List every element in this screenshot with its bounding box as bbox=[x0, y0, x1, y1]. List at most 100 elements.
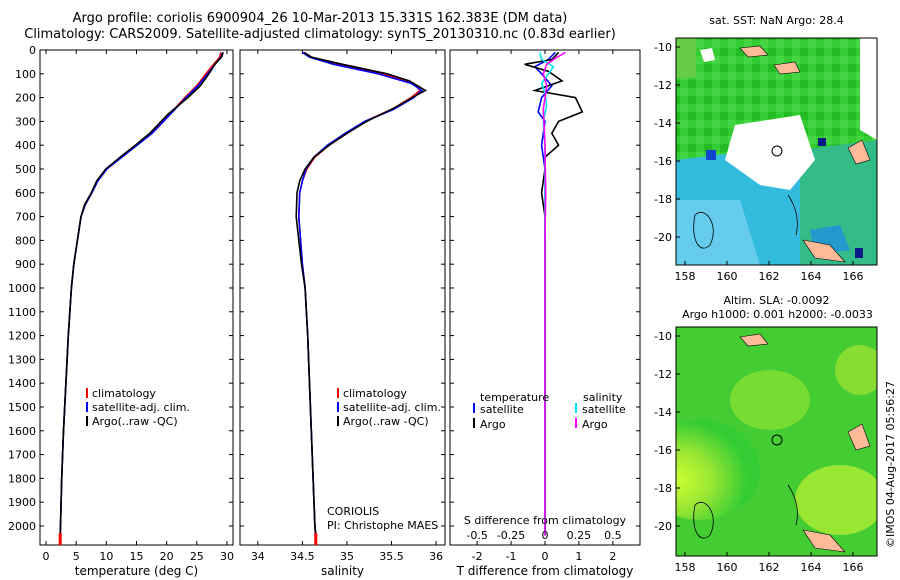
depth-tick-label: 300 bbox=[15, 115, 36, 128]
diff-s-tick-label: 0 bbox=[542, 529, 549, 542]
salinity-legend-label: satellite-adj. clim. bbox=[343, 401, 441, 414]
depth-tick-label: 1100 bbox=[8, 306, 36, 319]
diff-legend-label: Argo bbox=[582, 418, 608, 431]
depth-tick-label: 500 bbox=[15, 163, 36, 176]
salinity-frame bbox=[239, 49, 446, 546]
temperature-legend-label: satellite-adj. clim. bbox=[92, 401, 190, 414]
difference-xtick-label: 1 bbox=[575, 550, 582, 563]
title-line-1: Argo profile: coriolis 6900904_26 10-Mar… bbox=[72, 11, 568, 26]
depth-tick-label: 400 bbox=[15, 139, 36, 152]
depth-tick-label: 1500 bbox=[8, 401, 36, 414]
salinity-xtick-label: 34.5 bbox=[290, 550, 315, 563]
salinity-xtick-label: 36 bbox=[429, 550, 443, 563]
depth-tick-label: 900 bbox=[15, 258, 36, 271]
depth-tick-label: 1700 bbox=[8, 449, 36, 462]
salinity-xtick-label: 34 bbox=[251, 550, 265, 563]
sla-map-xtick-label: 166 bbox=[843, 561, 864, 574]
difference-series-salinity-argo bbox=[542, 51, 566, 536]
diff-legend-title-temp: temperature bbox=[480, 391, 549, 404]
temperature-legend-label: Argo(..raw -QC) bbox=[92, 415, 178, 428]
diff-legend-label: Argo bbox=[480, 418, 506, 431]
temperature-xtick-label: 20 bbox=[160, 550, 174, 563]
temperature-xtick-label: 30 bbox=[220, 550, 234, 563]
depth-tick-label: 100 bbox=[15, 68, 36, 81]
sst-map-xtick-label: 158 bbox=[675, 270, 696, 283]
salinity-series-argo-raw-qc- bbox=[295, 51, 428, 536]
temperature-frame bbox=[39, 49, 234, 546]
title-line-2: Climatology: CARS2009. Satellite-adjuste… bbox=[24, 27, 616, 42]
diff-legend-label: satellite bbox=[582, 403, 626, 416]
depth-tick-label: 700 bbox=[15, 211, 36, 224]
sla-map-xtick-label: 158 bbox=[675, 561, 696, 574]
temperature-xtick-label: 5 bbox=[73, 550, 80, 563]
diff-s-tick-label: 0.5 bbox=[604, 529, 622, 542]
diff-s-axis-label: S difference from climatology bbox=[464, 514, 627, 527]
sla-map-ytick-label: -16 bbox=[654, 444, 672, 457]
sst-map-xtick-label: 164 bbox=[801, 270, 822, 283]
sla-map-ytick-label: -10 bbox=[654, 330, 672, 343]
depth-tick-label: 1600 bbox=[8, 425, 36, 438]
sla-map-xtick-label: 162 bbox=[759, 561, 780, 574]
sst-map-ytick-label: -18 bbox=[654, 193, 672, 206]
salinity-plot bbox=[239, 49, 446, 546]
difference-xtick-label: 2 bbox=[609, 550, 616, 563]
temperature-xtick-label: 15 bbox=[130, 550, 144, 563]
diff-s-tick-label: -0.25 bbox=[497, 529, 525, 542]
difference-plot bbox=[449, 49, 641, 546]
temperature-xlabel: temperature (deg C) bbox=[75, 564, 198, 578]
salinity-xtick-label: 35.5 bbox=[379, 550, 404, 563]
difference-series-salinity-satellite bbox=[539, 52, 555, 536]
sst-map-ytick-label: -10 bbox=[654, 41, 672, 54]
temperature-series-satellite-adj-clim- bbox=[59, 52, 224, 536]
difference-xlabel: T difference from climatology bbox=[456, 564, 634, 578]
sst-map-ytick-label: -12 bbox=[654, 79, 672, 92]
depth-tick-label: 0 bbox=[29, 44, 36, 57]
depth-tick-label: 2000 bbox=[8, 520, 36, 533]
depth-tick-label: 1300 bbox=[8, 353, 36, 366]
temperature-xtick-label: 0 bbox=[43, 550, 50, 563]
temperature-legend-label: climatology bbox=[92, 387, 156, 400]
salinity-legend-label: Argo(..raw -QC) bbox=[343, 415, 429, 428]
depth-tick-label: 800 bbox=[15, 234, 36, 247]
difference-series-temperature-argo bbox=[524, 51, 584, 536]
sst-map-xtick-label: 166 bbox=[843, 270, 864, 283]
sst-map bbox=[676, 38, 877, 265]
diff-legend-label: satellite bbox=[480, 403, 524, 416]
sla-map-ytick-label: -12 bbox=[654, 368, 672, 381]
temperature-xtick-label: 25 bbox=[190, 550, 204, 563]
sst-map-title: sat. SST: NaN Argo: 28.4 bbox=[709, 14, 844, 27]
depth-tick-label: 1000 bbox=[8, 282, 36, 295]
salinity-legend-label: climatology bbox=[343, 387, 407, 400]
sla-map-title-2: Argo h1000: 0.001 h2000: -0.0033 bbox=[682, 308, 873, 321]
difference-xtick-label: 0 bbox=[542, 550, 549, 563]
imos-credit: ©IMOS 04-Aug-2017 05:56:27 bbox=[884, 381, 897, 548]
sla-map-ytick-label: -14 bbox=[654, 406, 672, 419]
depth-tick-label: 200 bbox=[15, 92, 36, 105]
sla-map bbox=[676, 327, 877, 556]
sst-map-xtick-label: 160 bbox=[717, 270, 738, 283]
temperature-plot bbox=[39, 49, 234, 546]
sla-map-xtick-label: 160 bbox=[717, 561, 738, 574]
sla-map-xtick-label: 164 bbox=[801, 561, 822, 574]
difference-xtick-label: -2 bbox=[472, 550, 483, 563]
sst-map-ytick-label: -16 bbox=[654, 155, 672, 168]
depth-tick-label: 1900 bbox=[8, 496, 36, 509]
temperature-series-climatology bbox=[59, 52, 222, 541]
diff-legend-title-sal: salinity bbox=[583, 391, 623, 404]
salinity-xtick-label: 35 bbox=[340, 550, 354, 563]
diff-s-tick-label: 0.25 bbox=[567, 529, 592, 542]
depth-tick-label: 1400 bbox=[8, 377, 36, 390]
depth-tick-label: 600 bbox=[15, 187, 36, 200]
salinity-xlabel: salinity bbox=[321, 564, 364, 578]
station-annotation: CORIOLIS bbox=[327, 505, 379, 518]
sst-map-xtick-label: 162 bbox=[759, 270, 780, 283]
depth-tick-label: 1200 bbox=[8, 330, 36, 343]
temperature-series-argo-raw-qc- bbox=[59, 52, 225, 536]
sla-map-ytick-label: -20 bbox=[654, 520, 672, 533]
station-annotation: PI: Christophe MAES bbox=[327, 519, 438, 532]
sst-map-ytick-label: -14 bbox=[654, 117, 672, 130]
diff-s-tick-label: -0.5 bbox=[466, 529, 487, 542]
sst-map-ytick-label: -20 bbox=[654, 231, 672, 244]
sla-map-ytick-label: -18 bbox=[654, 482, 672, 495]
